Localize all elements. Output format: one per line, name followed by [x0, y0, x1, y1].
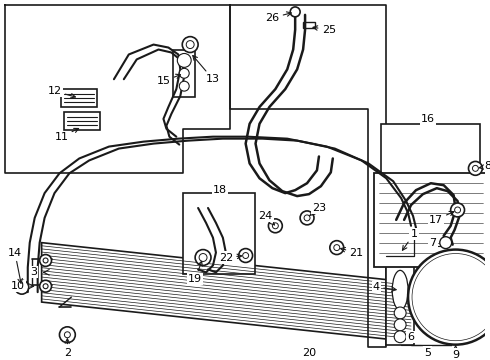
Circle shape [40, 255, 51, 266]
Circle shape [394, 319, 406, 331]
Circle shape [179, 68, 189, 78]
Text: 9: 9 [452, 346, 459, 360]
Text: 11: 11 [54, 129, 78, 142]
Circle shape [451, 203, 465, 217]
Circle shape [272, 223, 278, 229]
Circle shape [186, 41, 194, 49]
Text: 12: 12 [48, 86, 75, 98]
Circle shape [472, 165, 478, 171]
Circle shape [455, 207, 461, 213]
Circle shape [468, 161, 482, 175]
Text: 19: 19 [188, 261, 202, 284]
Text: 2: 2 [64, 339, 71, 357]
Bar [173, 50, 195, 97]
Circle shape [43, 258, 48, 263]
Text: 21: 21 [341, 247, 364, 257]
Circle shape [434, 253, 473, 292]
Circle shape [334, 245, 340, 251]
Circle shape [179, 81, 189, 91]
Text: 10: 10 [11, 281, 25, 291]
Circle shape [394, 331, 406, 343]
Bar [303, 22, 315, 28]
Circle shape [19, 284, 25, 290]
Bar [386, 256, 414, 345]
Text: 5: 5 [424, 347, 431, 357]
Circle shape [448, 289, 464, 305]
Text: 6: 6 [408, 332, 415, 342]
Circle shape [408, 249, 490, 345]
Circle shape [330, 241, 343, 255]
Circle shape [444, 262, 464, 282]
Text: 3: 3 [30, 267, 37, 277]
Text: 23: 23 [310, 203, 326, 216]
Circle shape [304, 215, 310, 221]
Circle shape [290, 7, 300, 17]
Text: 15: 15 [156, 74, 180, 86]
Circle shape [300, 211, 314, 225]
Circle shape [15, 280, 29, 294]
Circle shape [416, 257, 490, 337]
Circle shape [450, 269, 458, 276]
Text: 16: 16 [421, 114, 435, 124]
Bar [64, 112, 100, 130]
Text: 17: 17 [429, 211, 454, 225]
Bar [183, 193, 255, 274]
Circle shape [239, 249, 252, 262]
Circle shape [438, 279, 473, 315]
Text: 18: 18 [213, 185, 227, 195]
Text: 24: 24 [258, 211, 274, 225]
Polygon shape [42, 243, 411, 342]
Bar [374, 173, 489, 267]
Circle shape [424, 265, 487, 329]
Circle shape [182, 37, 198, 53]
Circle shape [269, 219, 282, 233]
Text: 8: 8 [479, 161, 490, 171]
Text: 20: 20 [302, 347, 316, 357]
Circle shape [64, 332, 71, 338]
Circle shape [177, 54, 191, 67]
Circle shape [420, 261, 490, 333]
Text: 14: 14 [8, 248, 23, 283]
Text: 13: 13 [193, 55, 220, 84]
Ellipse shape [392, 270, 408, 310]
Text: 26: 26 [265, 12, 291, 23]
Circle shape [394, 307, 406, 319]
Bar [381, 124, 480, 233]
Text: 22: 22 [219, 252, 242, 262]
Circle shape [195, 249, 211, 265]
Bar [426, 246, 480, 303]
Circle shape [412, 253, 490, 341]
Text: 1: 1 [402, 229, 417, 250]
Circle shape [40, 280, 51, 292]
Circle shape [440, 237, 452, 249]
Text: 7: 7 [429, 238, 437, 248]
Circle shape [428, 269, 483, 325]
Text: 4: 4 [373, 282, 396, 292]
Circle shape [43, 284, 48, 289]
Circle shape [243, 253, 248, 258]
Text: 25: 25 [313, 25, 336, 35]
Bar [61, 89, 97, 107]
Circle shape [59, 327, 75, 343]
Circle shape [199, 253, 207, 261]
